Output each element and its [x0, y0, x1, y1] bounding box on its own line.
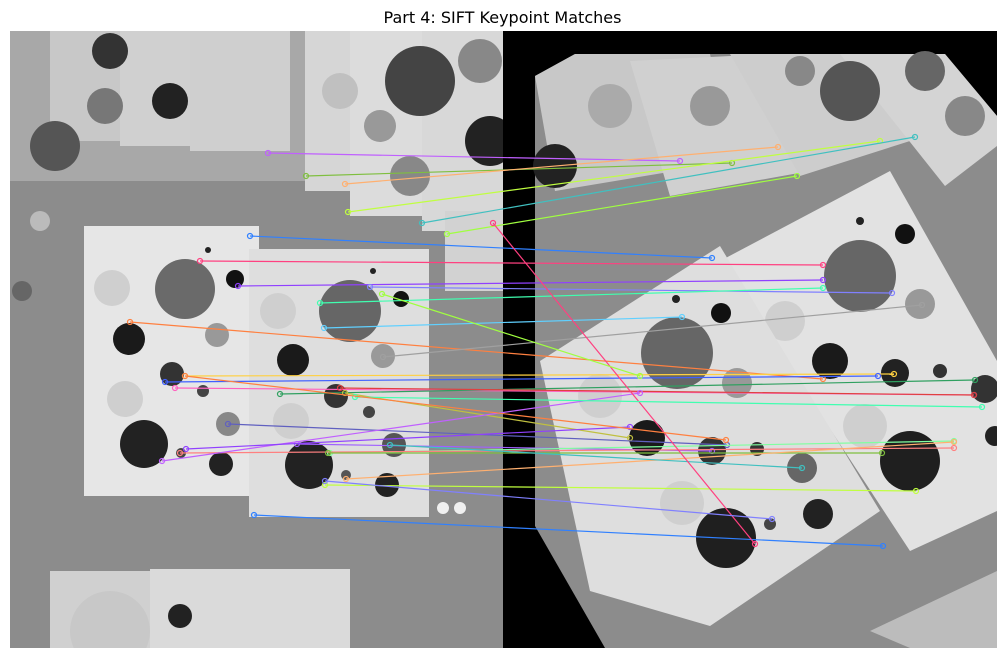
match-line [164, 375, 879, 383]
keypoint-marker [316, 299, 324, 307]
keypoint-marker [182, 445, 190, 453]
keypoint-marker [636, 389, 644, 397]
keypoint-marker [978, 403, 986, 411]
keypoint-marker [950, 438, 958, 446]
keypoint-marker [793, 172, 801, 180]
keypoint-marker [336, 384, 344, 392]
keypoint-marker [819, 276, 827, 284]
keypoint-marker [774, 143, 782, 151]
keypoint-marker [234, 282, 242, 290]
keypoint-marker [321, 477, 329, 485]
match-line [129, 321, 824, 380]
keypoint-marker [888, 289, 896, 297]
right-image [503, 31, 997, 648]
match-line [345, 441, 955, 480]
keypoint-marker [366, 283, 374, 291]
keypoint-marker [324, 449, 332, 457]
keypoint-marker [819, 261, 827, 269]
match-line [323, 316, 683, 329]
keypoint-marker [970, 391, 978, 399]
keypoint-marker [912, 487, 920, 495]
keypoint-marker [798, 464, 806, 472]
keypoint-marker [250, 511, 258, 519]
match-line [354, 396, 983, 408]
keypoint-marker [378, 290, 386, 298]
keypoint-marker [768, 515, 776, 523]
keypoint-marker [161, 378, 169, 386]
keypoint-marker [344, 208, 352, 216]
keypoint-marker [819, 284, 827, 292]
keypoint-marker [181, 372, 189, 380]
keypoint-marker [418, 219, 426, 227]
keypoint-marker [636, 372, 644, 380]
keypoint-marker [890, 370, 898, 378]
match-line [382, 304, 923, 358]
keypoint-marker [126, 318, 134, 326]
keypoint-marker [950, 444, 958, 452]
match-line [237, 279, 824, 287]
keypoint-marker [196, 257, 204, 265]
match-line [389, 444, 803, 469]
keypoint-marker [379, 353, 387, 361]
match-lines [126, 133, 986, 550]
keypoint-marker [878, 449, 886, 457]
match-line [492, 222, 756, 545]
keypoint-marker [626, 423, 634, 431]
keypoint-marker [678, 313, 686, 321]
keypoint-marker [911, 133, 919, 141]
keypoint-marker [971, 376, 979, 384]
match-line [381, 293, 641, 377]
match-line [253, 514, 884, 547]
keypoint-marker [224, 420, 232, 428]
keypoint-marker [341, 180, 349, 188]
match-line [249, 235, 713, 259]
match-line [161, 392, 641, 462]
keypoint-marker [676, 157, 684, 165]
keypoint-marker [342, 475, 350, 483]
match-line [184, 373, 895, 377]
keypoint-marker [246, 232, 254, 240]
figure-title: Part 4: SIFT Keypoint Matches [383, 8, 622, 27]
keypoint-marker [320, 324, 328, 332]
keypoint-marker [879, 542, 887, 550]
match-line [185, 426, 631, 450]
match-line [369, 286, 893, 294]
match-line [446, 175, 798, 235]
match-line [324, 484, 917, 492]
keypoint-marker [276, 390, 284, 398]
left-image [10, 31, 515, 648]
keypoint-marker [918, 301, 926, 309]
keypoint-marker [489, 219, 497, 227]
keypoint-marker [874, 372, 882, 380]
match-line [347, 140, 881, 213]
match-line [184, 375, 727, 441]
match-line [267, 152, 681, 162]
keypoint-marker [751, 540, 759, 548]
keypoint-marker [708, 254, 716, 262]
keypoint-match-image [10, 31, 997, 648]
match-line [199, 260, 824, 266]
match-line [421, 136, 916, 224]
keypoint-marker [264, 149, 272, 157]
keypoint-marker [321, 481, 329, 489]
match-line [324, 480, 773, 520]
keypoint-marker [171, 384, 179, 392]
keypoint-marker [176, 449, 184, 457]
keypoint-marker [386, 441, 394, 449]
keypoint-marker [443, 230, 451, 238]
match-line [179, 447, 955, 454]
keypoint-marker [722, 436, 730, 444]
match-line [344, 146, 779, 185]
keypoint-marker [158, 457, 166, 465]
keypoint-marker [302, 172, 310, 180]
match-line [339, 387, 975, 396]
